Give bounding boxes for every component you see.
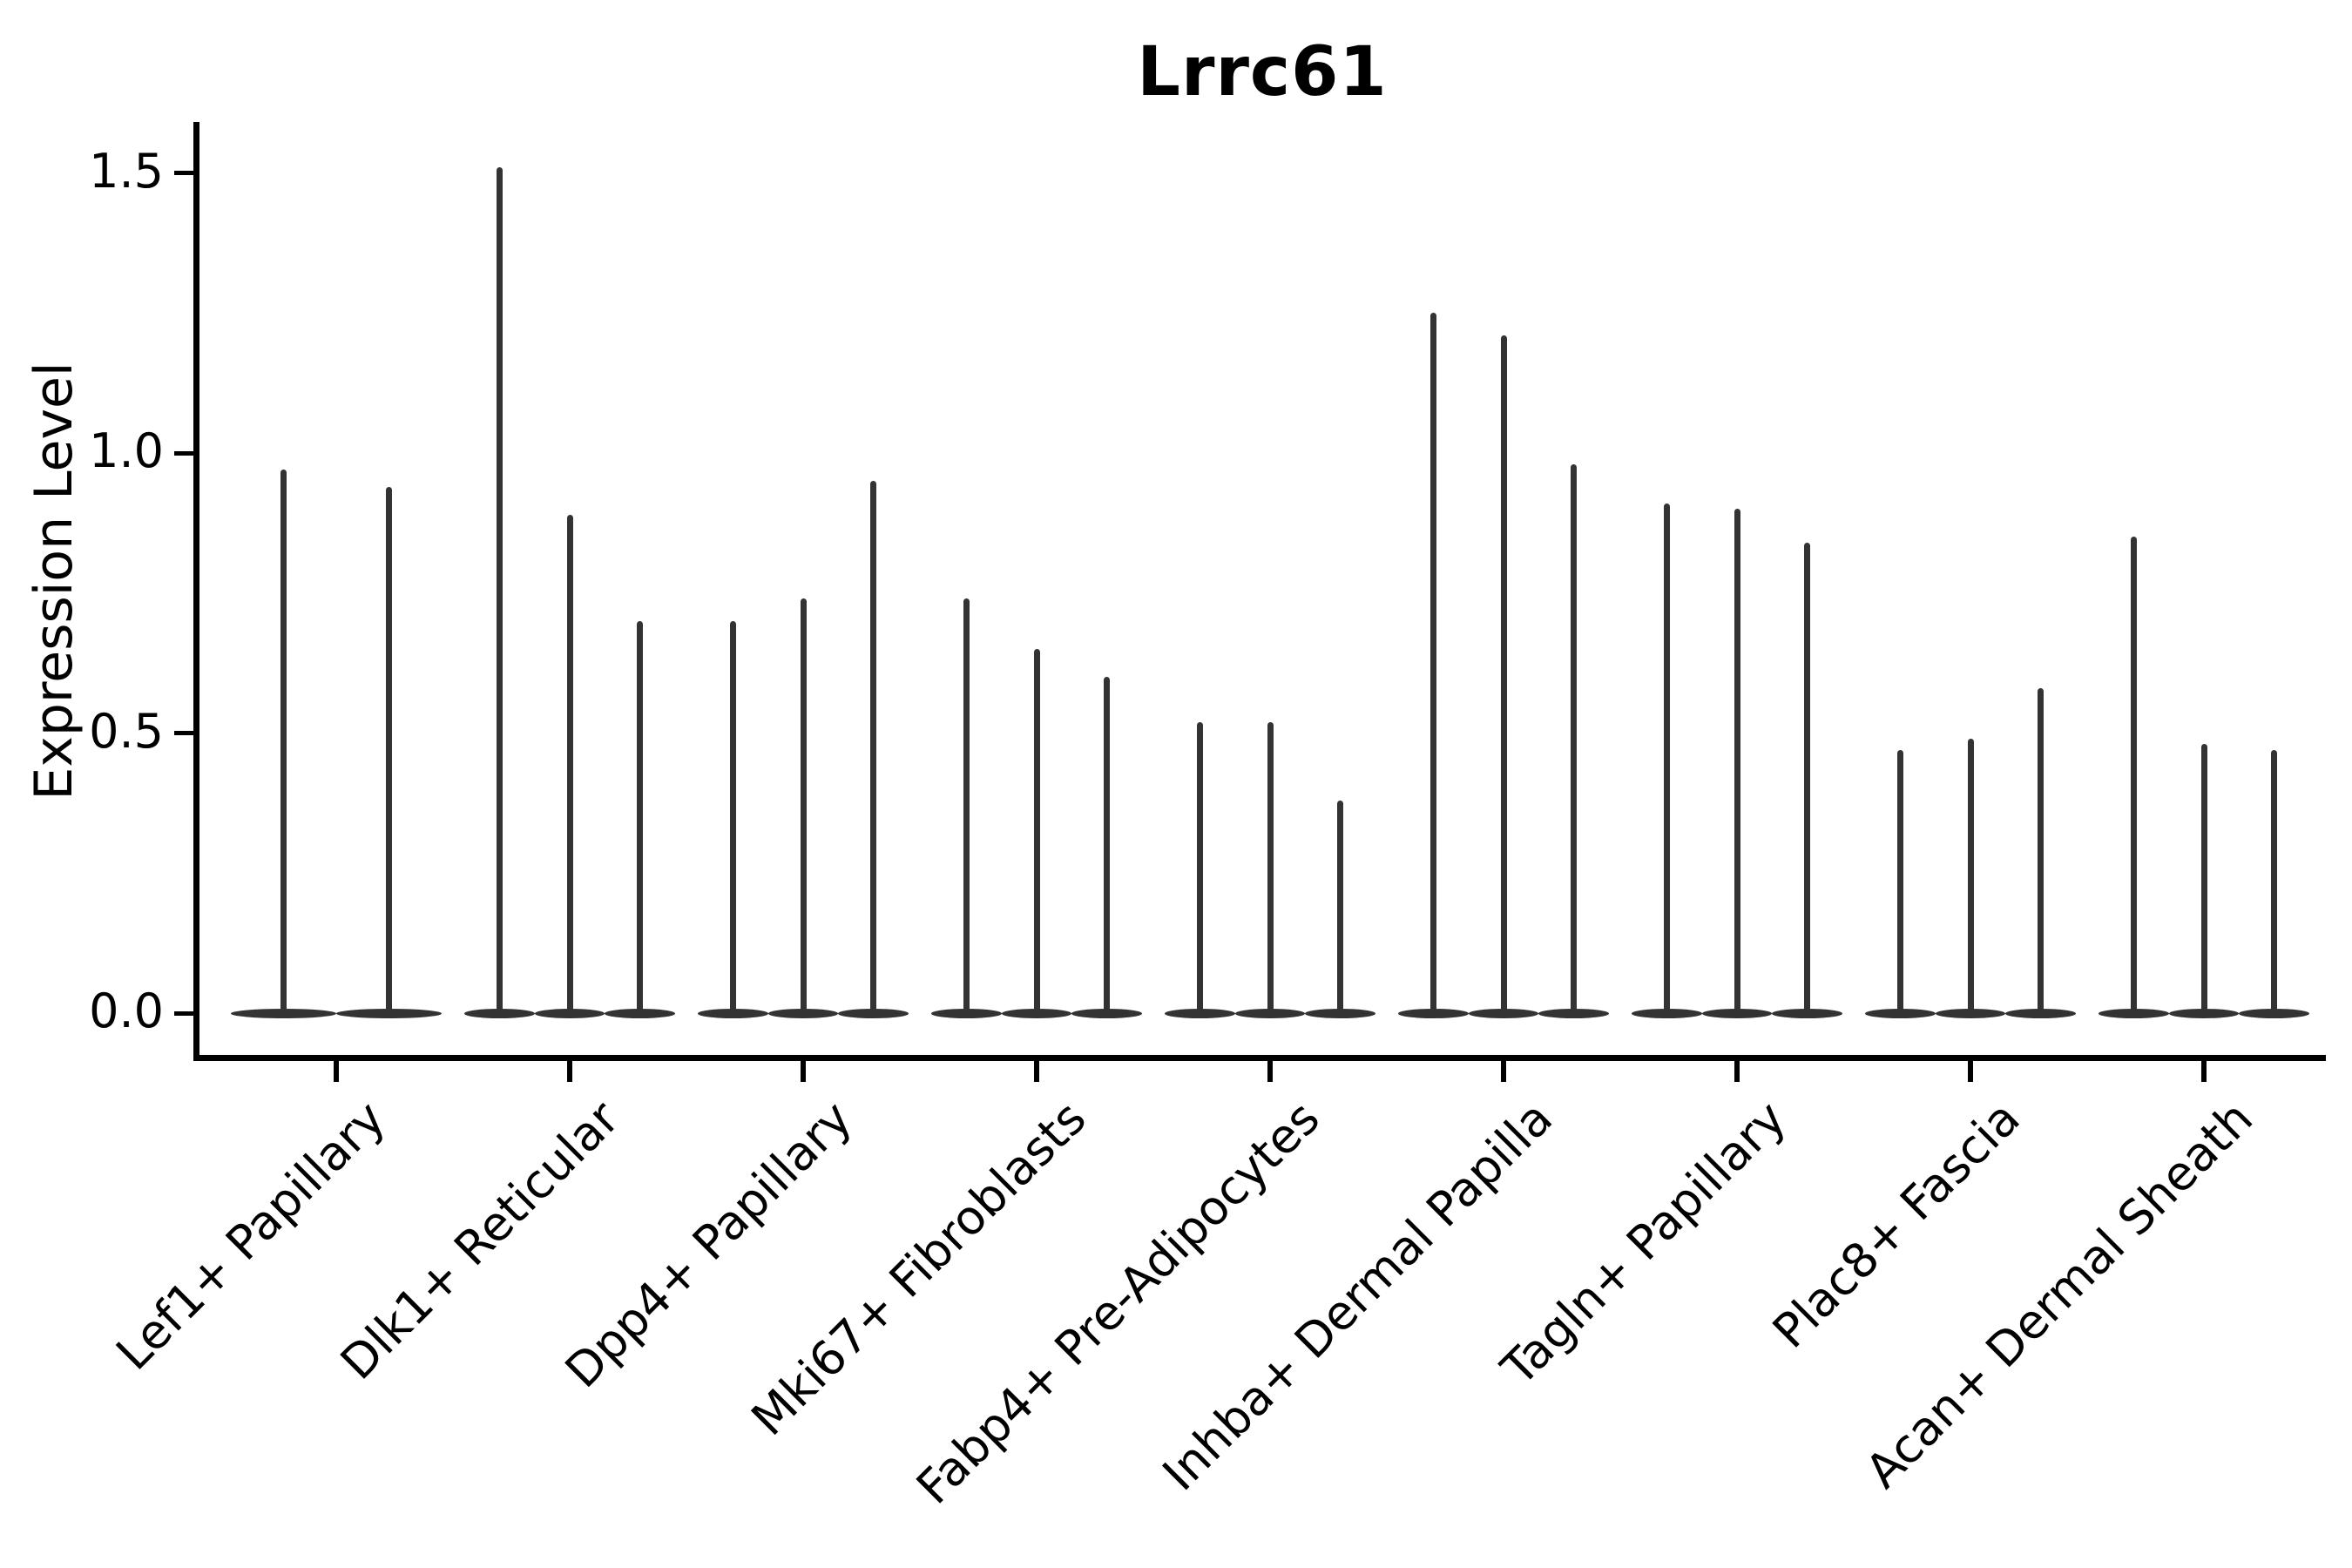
violin-spike [1571, 463, 1578, 1016]
x-tick [1034, 1061, 1039, 1082]
violin-spike [2200, 744, 2207, 1016]
violin-spike [496, 167, 503, 1016]
violin-spike [2130, 537, 2137, 1016]
y-tick [174, 450, 193, 456]
y-tick-label: 1.0 [89, 423, 164, 478]
y-tick-label: 1.5 [89, 143, 164, 199]
violin-spike [1104, 677, 1111, 1016]
violin-spike [1337, 800, 1344, 1016]
x-tick [2201, 1061, 2207, 1082]
x-tick [567, 1061, 572, 1082]
x-tick [1267, 1061, 1273, 1082]
x-tick-label: Inhba+ Dermal Papilla [1152, 1090, 1564, 1502]
violin-spike [1663, 503, 1670, 1016]
x-tick [1501, 1061, 1506, 1082]
violin-spike [2038, 688, 2044, 1016]
y-axis-line [193, 122, 199, 1061]
violin-spike [1267, 721, 1274, 1016]
violin-spike [2271, 749, 2278, 1016]
violin-spike [1967, 738, 1974, 1016]
violin-spike [1734, 509, 1740, 1016]
y-tick-label: 0.0 [89, 983, 164, 1038]
violin-spike [1500, 335, 1507, 1016]
violin-spike [280, 470, 287, 1016]
y-axis-label: Expression Level [24, 362, 84, 801]
violin-spike [1033, 649, 1040, 1016]
chart-title: Lrrc61 [1137, 33, 1388, 112]
violin-spike [566, 514, 573, 1016]
x-tick-label: Plac8+ Fascia [1761, 1090, 2031, 1359]
violin-spike [1896, 749, 1903, 1016]
x-tick-label: Fabp4+ Pre-Adipocytes [905, 1090, 1330, 1515]
y-tick [174, 1010, 193, 1016]
x-axis-line [193, 1055, 2326, 1061]
x-tick [1734, 1061, 1740, 1082]
violin-spike [963, 598, 970, 1016]
violin-spike [729, 620, 736, 1016]
x-tick [1968, 1061, 1973, 1082]
y-tick [174, 171, 193, 175]
violin-spike [1804, 542, 1811, 1016]
violin-spike [870, 481, 877, 1016]
y-tick [174, 731, 193, 735]
violin-spike [1429, 313, 1436, 1016]
violin-spike [637, 620, 644, 1016]
x-tick [334, 1061, 339, 1082]
violin-spike [800, 598, 807, 1016]
y-tick-label: 0.5 [89, 703, 164, 759]
x-tick [801, 1061, 806, 1082]
violin-spike [385, 486, 392, 1016]
x-tick-label: Acan+ Dermal Sheath [1855, 1090, 2264, 1499]
violin-spike [1196, 721, 1203, 1016]
